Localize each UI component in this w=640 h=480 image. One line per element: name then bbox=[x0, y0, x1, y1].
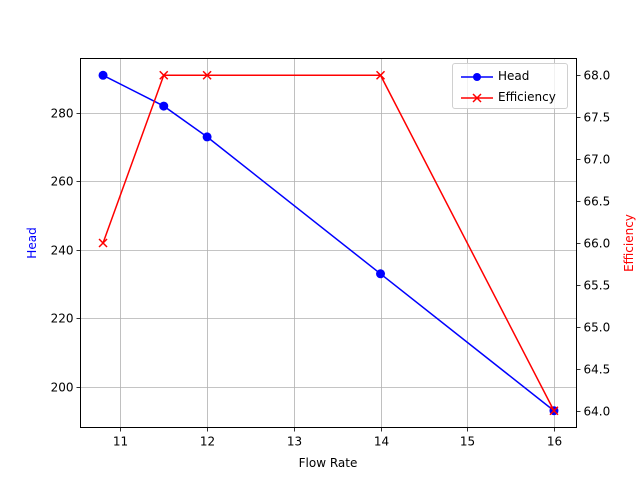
y2-tick-label: 67.5 bbox=[584, 111, 611, 125]
data-point bbox=[376, 269, 386, 279]
legend-label-head: Head bbox=[498, 69, 530, 83]
plot-frame bbox=[80, 58, 577, 428]
x-tick-label: 16 bbox=[547, 435, 562, 449]
x-axis-label: Flow Rate bbox=[299, 456, 358, 470]
data-point bbox=[159, 101, 169, 111]
y2-tick-label: 67.0 bbox=[584, 153, 611, 167]
series-efficiency bbox=[98, 70, 559, 416]
data-point bbox=[98, 70, 108, 80]
y-tick-label: 200 bbox=[51, 381, 74, 395]
circle-marker-icon bbox=[461, 73, 493, 81]
x-tick-label: 14 bbox=[374, 435, 389, 449]
y-tick-label: 260 bbox=[51, 175, 74, 189]
y2-tick-label: 66.0 bbox=[584, 237, 611, 251]
x-tick-label: 13 bbox=[287, 435, 302, 449]
y2-tick-label: 66.5 bbox=[584, 195, 611, 209]
x-tick-label: 12 bbox=[200, 435, 215, 449]
y-axis-label: Head bbox=[25, 227, 39, 258]
y2-tick-label: 64.5 bbox=[584, 363, 611, 377]
y-tick-label: 240 bbox=[51, 244, 74, 258]
y-tick-label: 220 bbox=[51, 312, 74, 326]
x-tick-label: 11 bbox=[113, 435, 128, 449]
x-tick-label: 15 bbox=[460, 435, 475, 449]
grid-lines bbox=[80, 58, 577, 428]
y2-tick-label: 65.5 bbox=[584, 279, 611, 293]
x-axis-ticks: 11 12 13 14 15 16 bbox=[113, 427, 562, 449]
series-lines bbox=[98, 70, 559, 416]
y2-tick-label: 65.0 bbox=[584, 321, 611, 335]
y-axis-ticks: 200 220 240 260 280 bbox=[51, 107, 81, 395]
y2-tick-label: 68.0 bbox=[584, 69, 611, 83]
legend-item-efficiency: Efficiency bbox=[453, 87, 567, 107]
legend-label-efficiency: Efficiency bbox=[498, 90, 556, 104]
series-head bbox=[98, 70, 559, 416]
x-marker-icon bbox=[461, 93, 493, 103]
y2-tick-label: 64.0 bbox=[584, 405, 611, 419]
y-tick-label: 280 bbox=[51, 107, 74, 121]
y2-axis-ticks: 64.0 64.5 65.0 65.5 66.0 66.5 67.0 67.5 68.0 bbox=[576, 69, 611, 419]
y2-axis-label: Efficiency bbox=[622, 214, 636, 272]
legend-item-head: Head bbox=[453, 66, 567, 86]
data-point bbox=[202, 132, 212, 142]
legend: Head Efficiency bbox=[452, 63, 568, 109]
